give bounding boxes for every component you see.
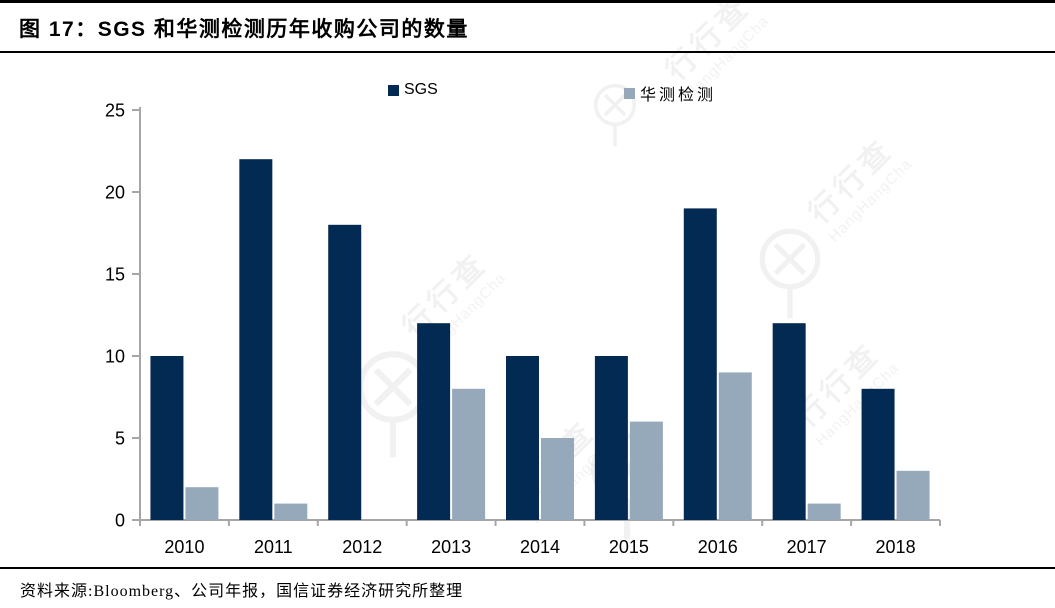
bar-sgs-2017 (772, 323, 806, 520)
bar-sgs-2014 (506, 356, 539, 520)
y-tick-label-5: 5 (115, 429, 125, 449)
x-label-2013: 2013 (431, 537, 471, 557)
legend-item-sgs: SGS (388, 81, 438, 99)
x-label-2012: 2012 (342, 537, 382, 557)
source-note: 资料来源:Bloomberg、公司年报，国信证券经济研究所整理 (20, 583, 464, 600)
x-label-2014: 2014 (520, 537, 560, 557)
title-underline-rule (0, 51, 1055, 53)
bar-sgs-2011 (239, 159, 273, 520)
top-border-rule (0, 0, 1055, 3)
legend-label-sgs: SGS (404, 81, 438, 98)
bar-cti-2014 (541, 438, 574, 520)
x-label-2017: 2017 (787, 537, 827, 557)
bar-cti-2010 (185, 487, 219, 520)
bar-cti-2018 (896, 470, 930, 520)
x-label-2015: 2015 (609, 537, 649, 557)
y-tick-label-20: 20 (105, 183, 125, 203)
bar-sgs-2012 (328, 224, 362, 521)
bar-cti-2016 (718, 372, 752, 520)
bar-cti-2011 (274, 503, 308, 520)
chart-title: 图 17：SGS 和华测检测历年收购公司的数量 (19, 18, 469, 41)
y-tick-label-10: 10 (105, 347, 125, 367)
legend-swatch-cti (624, 87, 635, 99)
bar-sgs-2010 (150, 356, 184, 520)
x-label-2018: 2018 (876, 537, 916, 557)
footer-rule (0, 567, 1055, 569)
bar-sgs-2013 (417, 323, 451, 520)
x-label-2016: 2016 (698, 537, 738, 557)
x-label-2010: 2010 (164, 537, 204, 557)
y-tick-label-0: 0 (115, 511, 125, 531)
legend-label-cti: 华测检测 (640, 87, 717, 104)
legend-item-cti: 华测检测 (624, 81, 716, 105)
bar-sgs-2016 (683, 208, 717, 520)
legend-swatch-sgs (388, 84, 399, 96)
y-tick-label-15: 15 (105, 265, 125, 285)
bar-sgs-2015 (594, 356, 628, 520)
bar-sgs-2018 (861, 388, 895, 520)
bar-cti-2017 (807, 503, 841, 520)
y-tick-label-25: 25 (105, 101, 125, 121)
bar-cti-2015 (629, 421, 663, 520)
bar-cti-2013 (452, 388, 486, 520)
x-label-2011: 2011 (254, 537, 293, 557)
